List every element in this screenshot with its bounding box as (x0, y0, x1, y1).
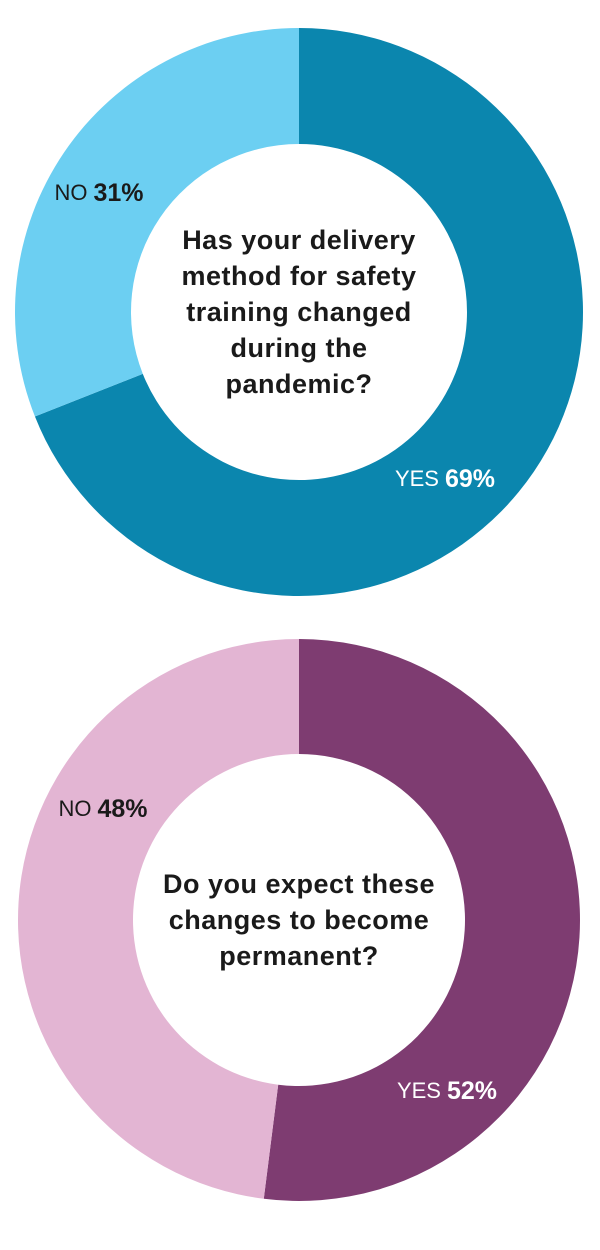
slice-label: YES 52% (397, 1077, 497, 1105)
category-label: NO (58, 796, 91, 821)
category-label: YES (397, 1078, 441, 1103)
value-label: 31% (93, 179, 143, 207)
donut-slice (34, 28, 583, 596)
value-label: 52% (447, 1077, 497, 1105)
question-box: Has your delivery method for safety trai… (181, 225, 417, 399)
donut-slice (14, 28, 300, 417)
slice-label: NO 31% (54, 179, 143, 207)
value-label: 69% (445, 465, 495, 493)
question-box: Do you expect these changes to become pe… (162, 869, 436, 971)
slice-label: YES 69% (395, 465, 495, 493)
donut-slice (18, 639, 299, 1199)
category-label: NO (54, 180, 87, 205)
donut-slice (263, 639, 581, 1201)
slice-label: NO 48% (58, 795, 147, 823)
chart-title: Do you expect these changes to become pe… (162, 869, 436, 971)
category-label: YES (395, 466, 439, 491)
value-label: 48% (97, 795, 147, 823)
donut-chart: YES 69% NO 31% Has your delivery method for … (14, 28, 583, 596)
donut-chart: YES 52% NO 48% Do you expect these changes t… (18, 639, 581, 1201)
chart-title: Has your delivery method for safety trai… (181, 225, 417, 399)
